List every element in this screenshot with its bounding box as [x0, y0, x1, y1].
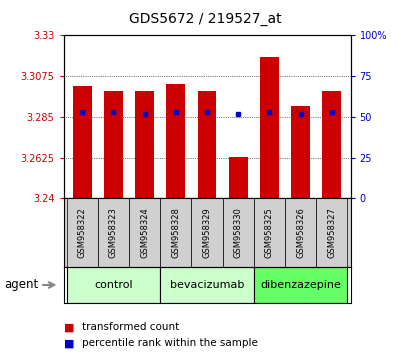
Text: GSM958324: GSM958324 [140, 207, 149, 258]
Bar [73, 86, 91, 198]
Bar [191, 198, 222, 267]
Bar [259, 57, 278, 198]
Bar [160, 198, 191, 267]
Text: GSM958330: GSM958330 [233, 207, 242, 258]
Text: dibenzazepine: dibenzazepine [260, 280, 340, 290]
Text: GSM958328: GSM958328 [171, 207, 180, 258]
Text: transformed count: transformed count [82, 322, 179, 332]
Bar [104, 91, 123, 198]
Text: GSM958322: GSM958322 [78, 207, 87, 258]
Bar [129, 198, 160, 267]
Bar [290, 106, 309, 198]
Bar [166, 84, 185, 198]
Text: GSM958325: GSM958325 [264, 207, 273, 258]
Text: agent: agent [4, 279, 38, 291]
Bar [67, 267, 160, 303]
Text: ■: ■ [63, 322, 77, 332]
Text: GSM958329: GSM958329 [202, 207, 211, 258]
Text: GSM958326: GSM958326 [295, 207, 304, 258]
Text: percentile rank within the sample: percentile rank within the sample [82, 338, 257, 348]
Bar [135, 91, 154, 198]
Bar [67, 198, 98, 267]
Text: GSM958327: GSM958327 [326, 207, 335, 258]
Bar [228, 156, 247, 198]
Bar [284, 198, 315, 267]
Bar [322, 91, 340, 198]
Text: ■: ■ [63, 338, 77, 348]
Bar [222, 198, 253, 267]
Text: control: control [94, 280, 133, 290]
Bar [253, 267, 346, 303]
Bar [98, 198, 129, 267]
Bar [253, 198, 284, 267]
Text: GDS5672 / 219527_at: GDS5672 / 219527_at [128, 12, 281, 27]
Bar [160, 267, 253, 303]
Text: GSM958323: GSM958323 [109, 207, 118, 258]
Bar [315, 198, 346, 267]
Bar [197, 91, 216, 198]
Text: bevacizumab: bevacizumab [169, 280, 244, 290]
